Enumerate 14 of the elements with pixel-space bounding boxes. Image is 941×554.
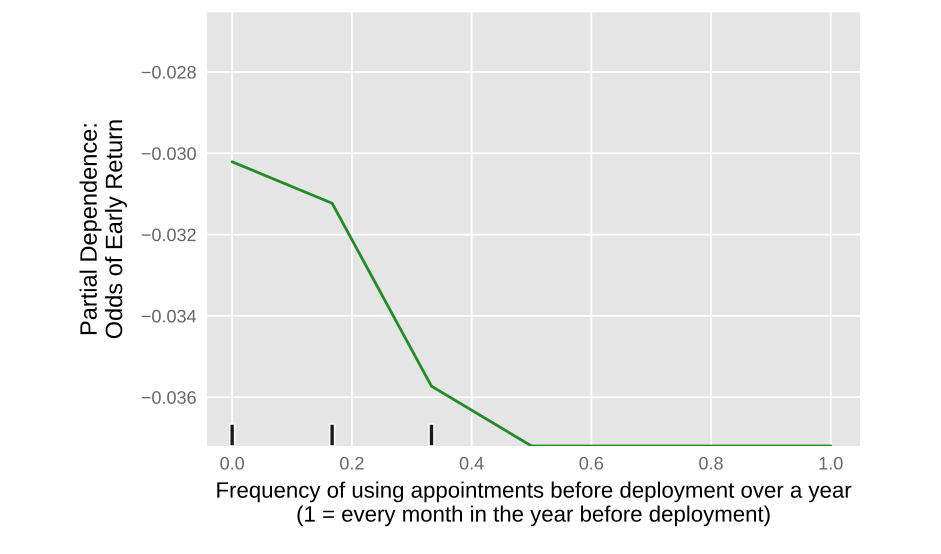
- y-axis-title: Partial Dependence: Odds of Early Return: [80, 120, 127, 338]
- x-tick-label: 1.0: [820, 456, 843, 470]
- x-tick-label: 0.4: [460, 456, 484, 470]
- y-tick-label: −0.032: [142, 228, 196, 242]
- x-tick-label: 0.2: [340, 456, 364, 470]
- y-tick-label: −0.028: [142, 66, 196, 79]
- line-series: [230, 160, 832, 446]
- x-axis-title: Frequency of using appointments before deployment over a year (1 = every month in the year before deployment): [217, 482, 852, 526]
- y-tick-label: −0.034: [142, 310, 196, 323]
- y-tick-label: −0.030: [142, 147, 196, 160]
- x-tick-label: 0.6: [579, 456, 604, 470]
- x-tick-label: 0.8: [699, 456, 723, 470]
- x-tick-label: 0.0: [220, 456, 244, 470]
- y-tick-label: −0.036: [142, 391, 196, 404]
